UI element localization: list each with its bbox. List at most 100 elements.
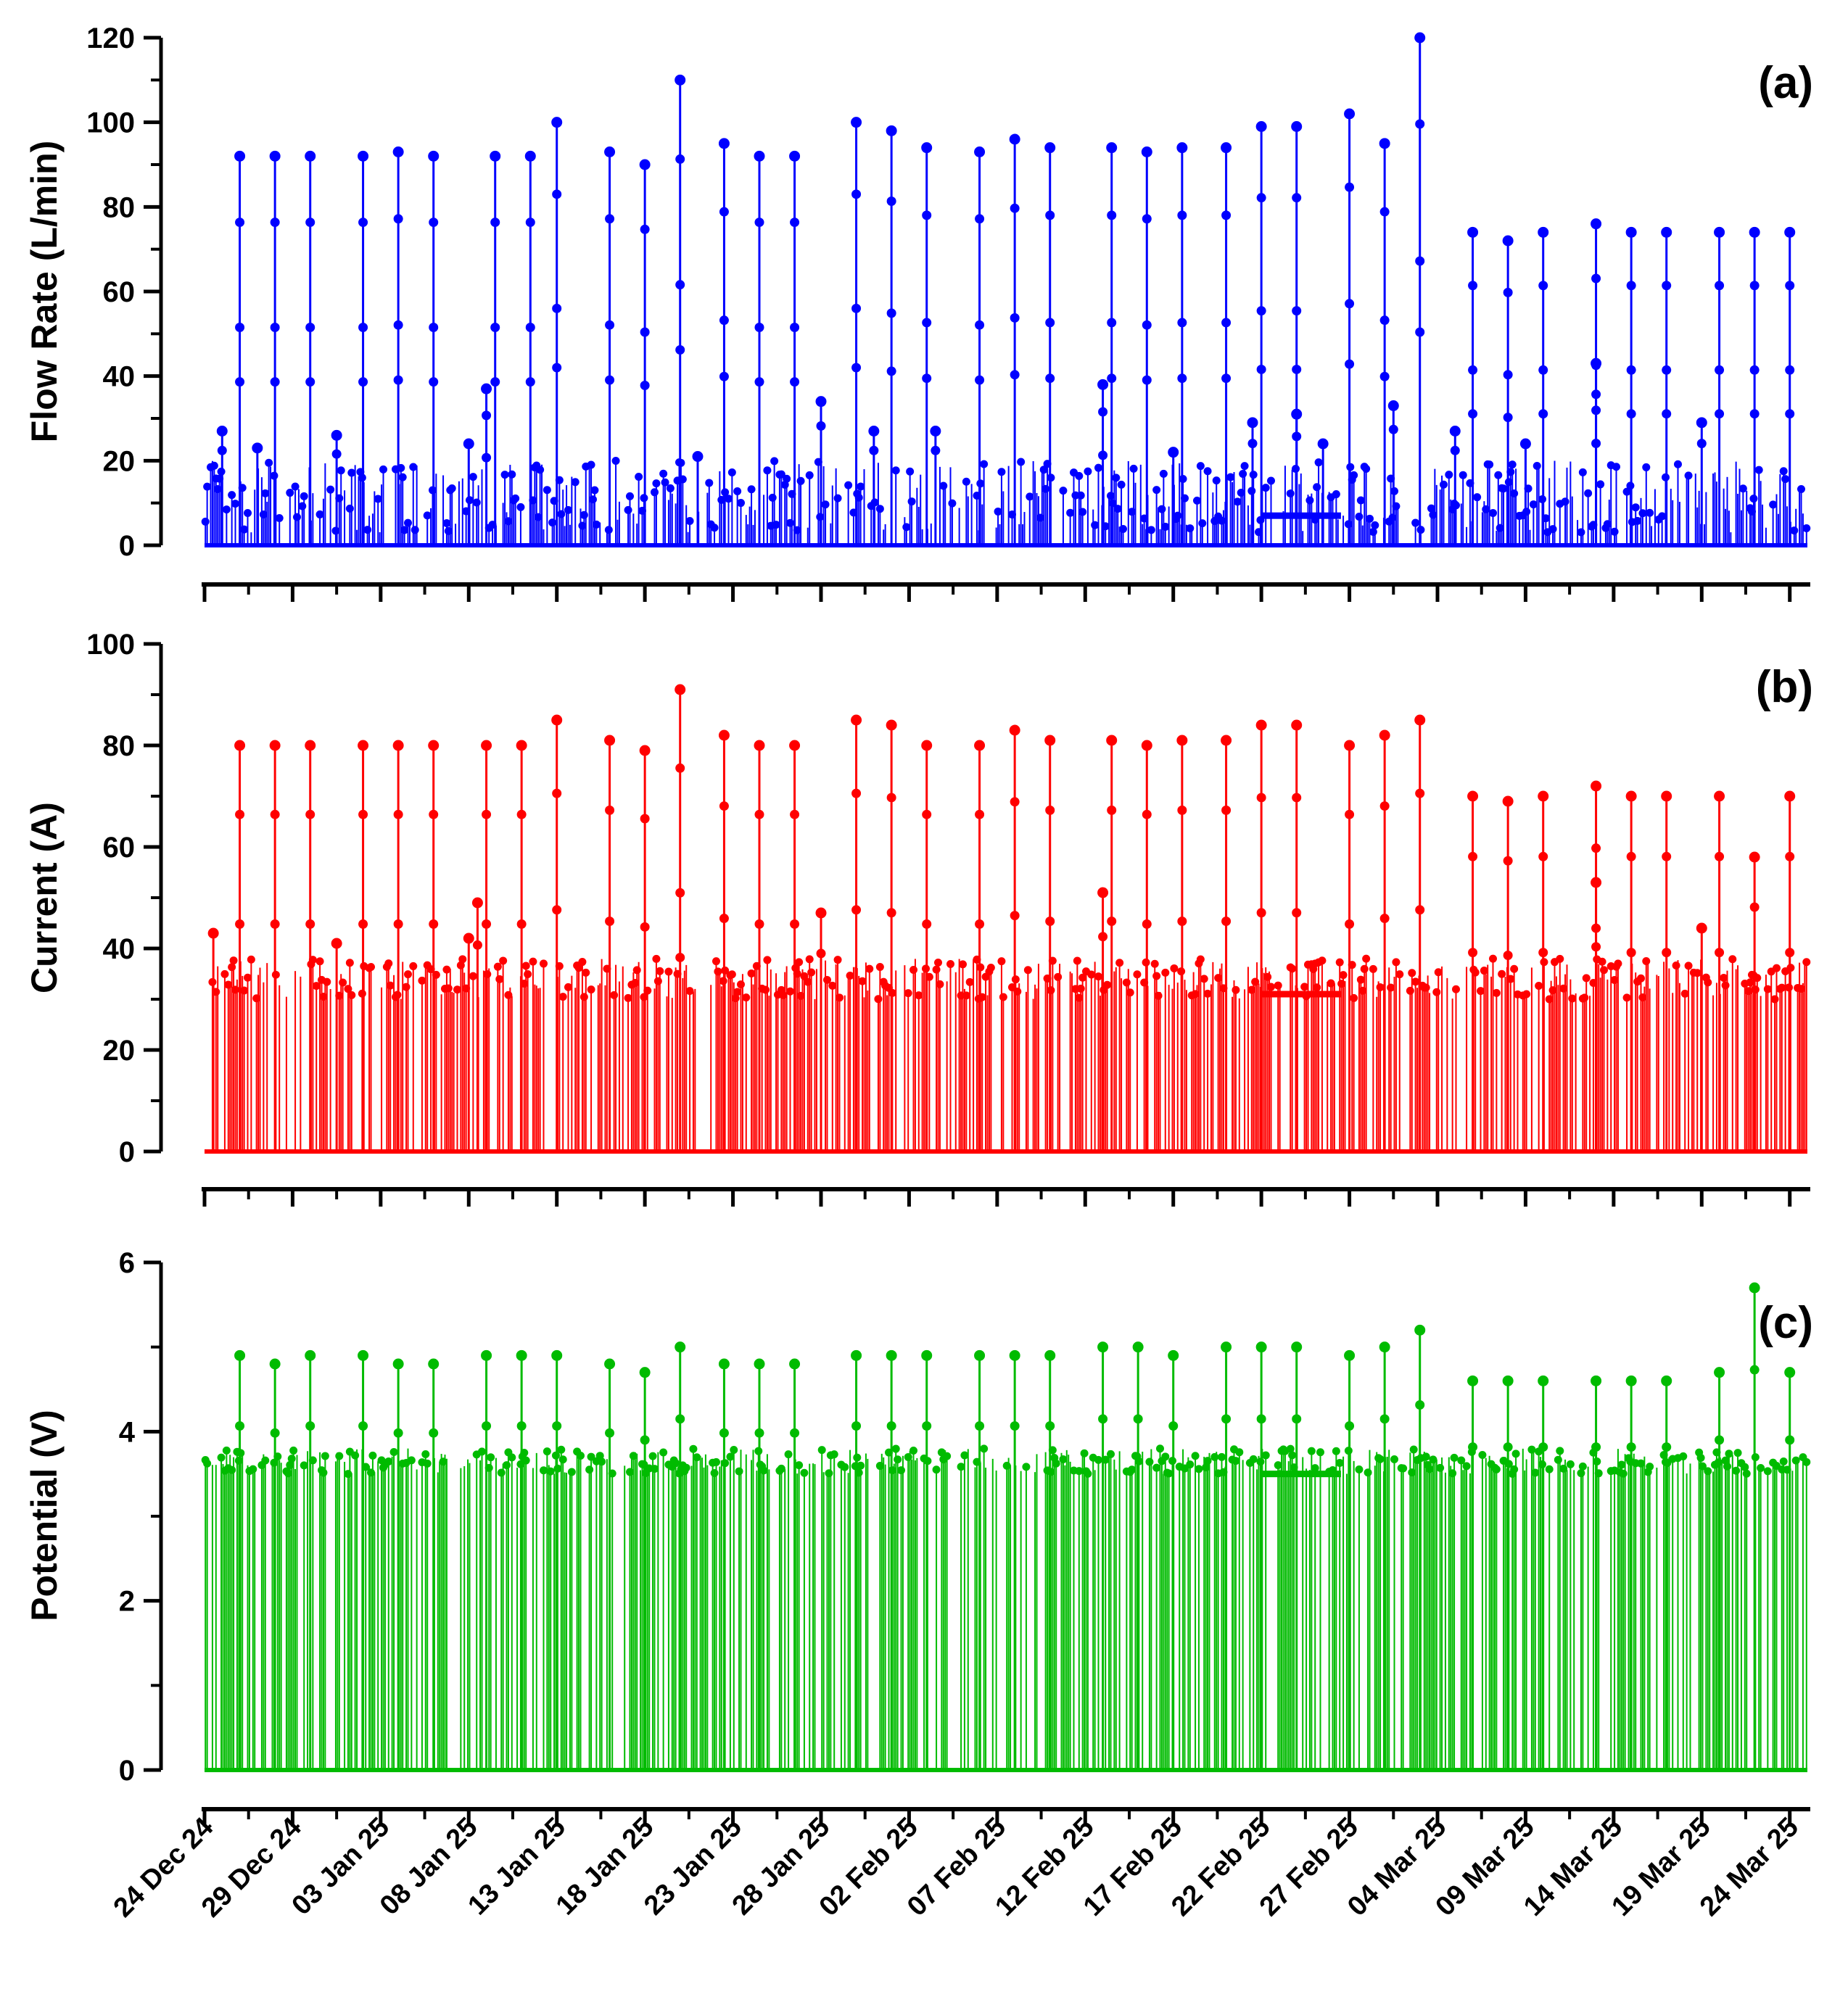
data-point	[1098, 407, 1108, 417]
data-point	[1267, 983, 1275, 991]
data-point	[585, 1465, 594, 1474]
data-point	[1548, 986, 1557, 995]
data-point	[1177, 318, 1187, 328]
data-point	[1489, 508, 1497, 517]
data-point	[1415, 119, 1425, 129]
data-point	[587, 460, 595, 469]
data-point	[1314, 458, 1323, 467]
data-point	[754, 919, 764, 929]
data-point	[624, 993, 632, 1002]
data-point	[1186, 524, 1195, 533]
data-point	[590, 486, 599, 495]
data-peak	[1255, 1341, 1267, 1353]
data-point	[235, 1421, 245, 1431]
data-peak	[868, 426, 880, 437]
data-peak	[428, 1358, 440, 1370]
data-point	[344, 1470, 352, 1479]
data-point	[994, 507, 1002, 516]
data-point	[719, 914, 729, 924]
data-point	[1379, 914, 1390, 924]
data-peak	[305, 740, 316, 751]
data-point	[1728, 955, 1737, 964]
data-point	[1631, 503, 1640, 512]
data-point	[228, 491, 236, 500]
data-point	[1584, 489, 1593, 497]
data-point	[786, 518, 794, 527]
data-point	[904, 989, 912, 998]
data-point	[487, 1453, 495, 1462]
data-point	[1498, 969, 1506, 978]
data-point	[997, 957, 1006, 966]
data-point	[800, 972, 809, 980]
data-point	[1010, 797, 1020, 807]
data-point	[1696, 1453, 1705, 1462]
data-point	[231, 500, 239, 508]
data-peak	[1291, 719, 1303, 731]
data-peak	[551, 117, 563, 128]
data-point	[821, 500, 830, 509]
data-point	[270, 919, 280, 929]
data-peak	[1625, 790, 1637, 802]
data-peak	[234, 150, 246, 162]
data-point	[1355, 1465, 1364, 1474]
data-point	[347, 991, 356, 999]
data-point	[358, 322, 368, 332]
data-point	[1411, 977, 1420, 986]
data-point	[1076, 984, 1085, 993]
data-point	[398, 473, 407, 481]
y-tick-label: 20	[103, 1035, 136, 1067]
data-point	[777, 470, 785, 479]
data-point	[1482, 505, 1490, 513]
data-point	[946, 959, 954, 968]
data-point	[1646, 1463, 1654, 1471]
y-tick-label: 6	[119, 1247, 135, 1279]
data-peak	[851, 1349, 862, 1361]
data-point	[1075, 993, 1084, 1002]
y-tick-label: 60	[103, 832, 136, 864]
data-point	[540, 1466, 548, 1475]
data-point	[1527, 1445, 1536, 1454]
data-peak	[1106, 142, 1118, 154]
data-point	[1499, 484, 1508, 493]
data-point	[1778, 983, 1786, 992]
data-point	[823, 975, 831, 984]
data-point	[786, 987, 794, 996]
data-point	[790, 322, 800, 332]
data-peak	[481, 740, 492, 751]
data-peak	[639, 745, 651, 756]
data-point	[1221, 318, 1232, 328]
data-point	[1177, 373, 1187, 384]
data-point	[777, 1464, 785, 1473]
data-point	[1356, 975, 1365, 984]
data-point	[335, 1452, 344, 1460]
data-point	[1159, 469, 1168, 478]
data-point	[582, 968, 590, 977]
data-point	[980, 460, 989, 468]
data-peak	[1467, 226, 1479, 238]
data-point	[503, 1461, 511, 1470]
data-peak	[481, 383, 492, 394]
data-point	[975, 1421, 985, 1431]
data-point	[305, 322, 315, 332]
data-point	[1379, 801, 1390, 811]
data-point	[393, 320, 403, 330]
data-point	[710, 1468, 719, 1477]
series-potential	[201, 1282, 1811, 1772]
data-peak	[1344, 108, 1356, 120]
data-point	[270, 377, 280, 387]
data-point	[1196, 955, 1205, 964]
data-point	[1369, 964, 1377, 973]
data-point	[1522, 990, 1531, 998]
data-peak	[718, 138, 730, 149]
data-point	[1392, 958, 1401, 967]
data-point	[1720, 973, 1728, 982]
data-point	[1371, 521, 1379, 529]
data-point	[1152, 1463, 1161, 1472]
data-point	[611, 456, 620, 465]
data-point	[1318, 956, 1327, 965]
y-tick-label: 100	[86, 107, 135, 139]
data-point	[1313, 483, 1321, 492]
data-point	[490, 322, 500, 332]
data-peak	[1538, 790, 1549, 802]
data-point	[747, 485, 756, 494]
